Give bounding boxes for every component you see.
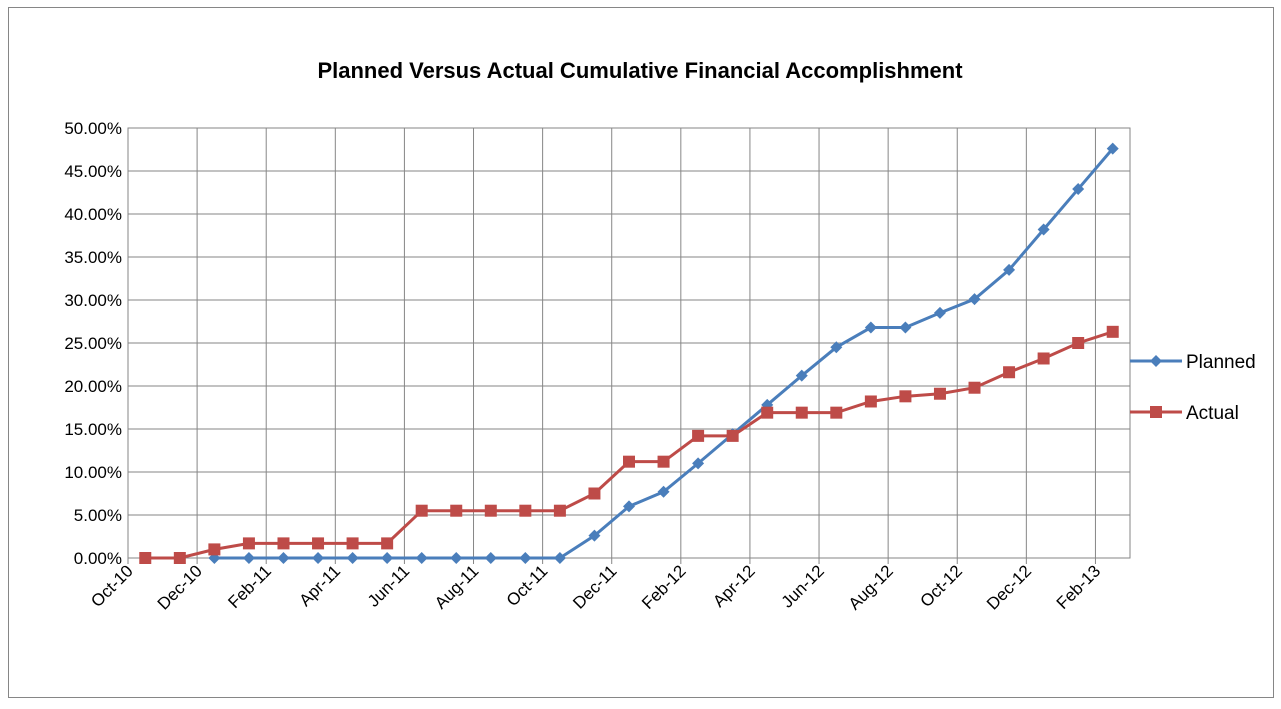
data-point — [519, 552, 532, 564]
data-point — [519, 504, 532, 517]
data-point — [553, 552, 566, 564]
data-point — [484, 552, 497, 564]
data-point — [139, 552, 152, 564]
data-point — [830, 406, 843, 419]
data-point — [553, 504, 566, 517]
data-point — [864, 321, 877, 334]
data-point — [968, 381, 981, 394]
y-tick-label: 10.00% — [64, 463, 122, 482]
data-point — [173, 552, 186, 564]
data-point — [242, 552, 255, 564]
data-point — [588, 529, 601, 542]
data-point — [692, 429, 705, 442]
legend-marker — [1150, 355, 1162, 367]
data-point — [933, 387, 946, 400]
chart-border — [8, 7, 1274, 698]
data-point — [312, 552, 325, 564]
data-point — [864, 395, 877, 408]
data-point — [1106, 142, 1119, 155]
y-tick-label: 30.00% — [64, 291, 122, 310]
data-point — [795, 406, 808, 419]
legend-label: Actual — [1186, 403, 1239, 424]
data-point — [795, 369, 808, 382]
data-point — [899, 390, 912, 403]
y-tick-label: 25.00% — [64, 334, 122, 353]
plot-border — [127, 127, 1131, 559]
y-tick-label: 35.00% — [64, 248, 122, 267]
data-point — [761, 406, 774, 419]
data-point — [277, 552, 290, 564]
data-point — [415, 504, 428, 517]
data-point — [830, 341, 843, 354]
data-point — [1003, 366, 1016, 379]
y-tick-label: 5.00% — [74, 506, 122, 525]
data-point — [623, 455, 635, 468]
data-point — [692, 457, 705, 470]
data-point — [346, 552, 359, 564]
y-tick-label: 15.00% — [64, 420, 122, 439]
data-point — [968, 293, 981, 306]
chart-title: Planned Versus Actual Cumulative Financi… — [317, 58, 963, 83]
y-tick-label: 50.00% — [64, 119, 122, 138]
data-point — [1003, 263, 1016, 276]
data-point — [312, 537, 325, 550]
data-point — [1106, 325, 1119, 338]
data-point — [242, 537, 255, 550]
data-point — [726, 429, 739, 442]
y-tick-label: 0.00% — [74, 549, 122, 568]
data-point — [484, 504, 497, 517]
data-point — [1072, 337, 1085, 349]
y-tick-label: 20.00% — [64, 377, 122, 396]
data-point — [933, 306, 946, 319]
data-point — [346, 537, 359, 550]
y-tick-label: 45.00% — [64, 162, 122, 181]
data-point — [657, 485, 670, 498]
data-point — [381, 537, 394, 550]
data-point — [450, 552, 463, 564]
data-point — [623, 500, 635, 513]
data-point — [415, 552, 428, 564]
data-point — [277, 537, 290, 550]
data-point — [1037, 352, 1050, 365]
legend-marker — [1150, 406, 1162, 418]
data-point — [208, 543, 221, 556]
data-point — [1037, 223, 1050, 236]
data-point — [899, 321, 912, 334]
data-point — [588, 487, 601, 500]
data-point — [381, 552, 394, 564]
data-point — [450, 504, 463, 517]
data-point — [1072, 183, 1085, 196]
legend-label: Planned — [1186, 352, 1256, 373]
data-point — [657, 455, 670, 468]
y-tick-label: 40.00% — [64, 205, 122, 224]
